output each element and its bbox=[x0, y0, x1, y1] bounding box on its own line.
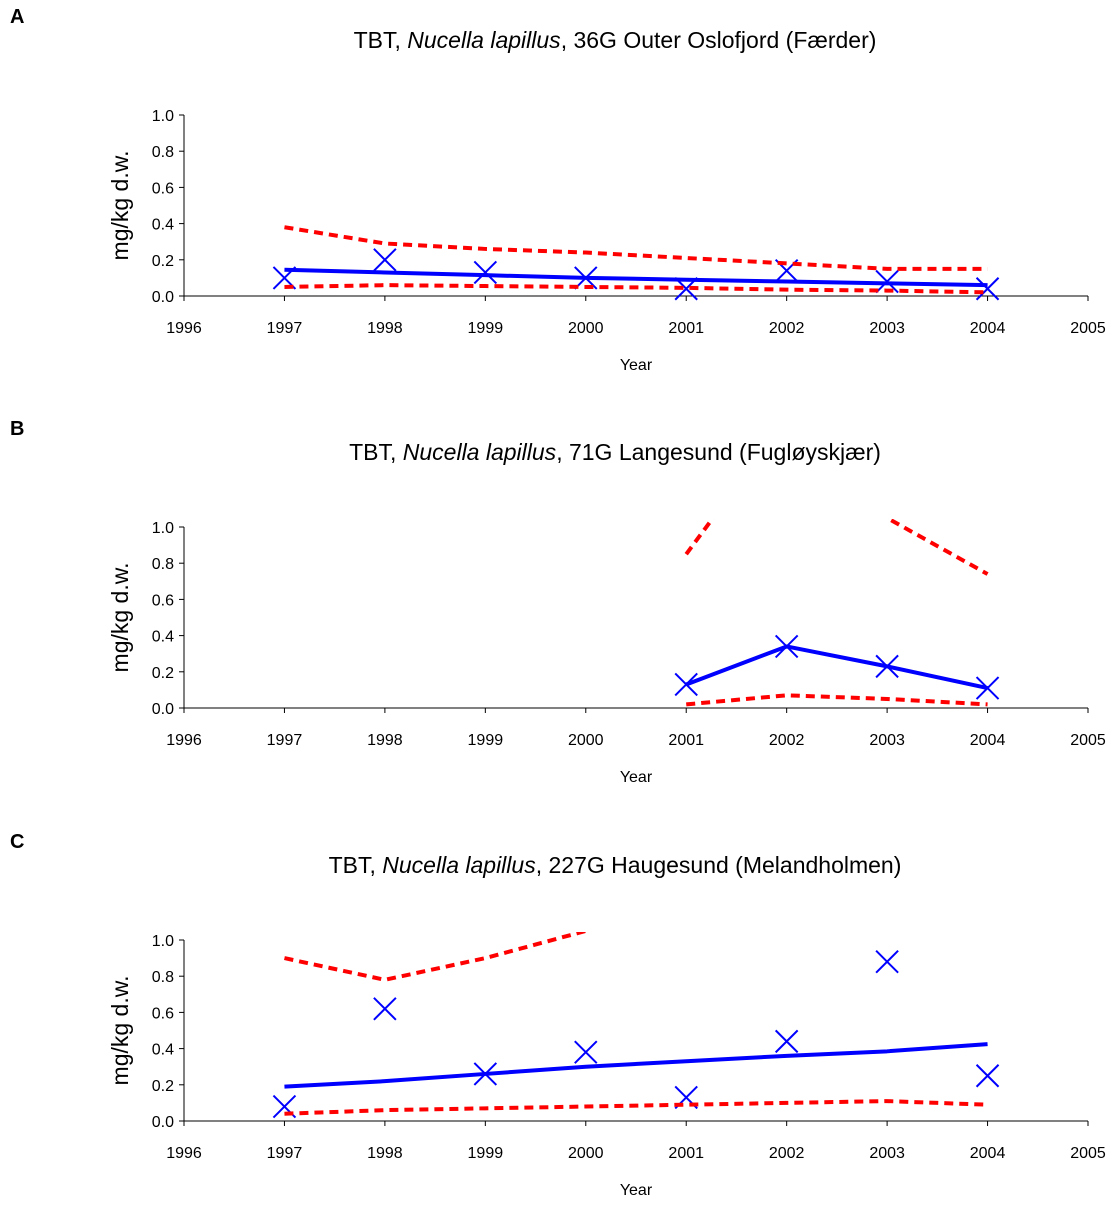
x-axis-label: Year bbox=[620, 769, 653, 786]
panel-label: B bbox=[10, 418, 25, 440]
x-tick-label: 2000 bbox=[568, 1145, 604, 1162]
panel-label: A bbox=[10, 6, 25, 28]
x-tick-label: 2002 bbox=[769, 1145, 805, 1162]
y-axis-label: mg/kg d.w. bbox=[107, 563, 133, 673]
y-tick-label: 0.2 bbox=[152, 1078, 174, 1095]
data-point-marker bbox=[975, 1064, 1000, 1088]
data-point-marker bbox=[875, 950, 899, 974]
y-tick-label: 0.4 bbox=[152, 1042, 174, 1059]
title-suffix: , 227G Haugesund (Melandholmen) bbox=[535, 852, 902, 878]
y-tick-label: 0.6 bbox=[152, 592, 174, 609]
x-tick-label: 2005 bbox=[1070, 1145, 1106, 1162]
plot-area: 0.0 0.2 0.4 0.6 0.8 1.0 1996 1997 1998 1999 2000 20… bbox=[107, 519, 1106, 786]
data-point-marker bbox=[975, 277, 1000, 301]
x-tick-label: 2001 bbox=[668, 1145, 704, 1162]
x-tick-label: 2002 bbox=[769, 732, 805, 749]
y-axis-label: mg/kg d.w. bbox=[107, 151, 133, 261]
title-prefix: TBT, bbox=[353, 27, 408, 53]
series-group bbox=[272, 932, 1000, 1119]
data-point-marker bbox=[975, 676, 1000, 700]
y-tick-label: 0.8 bbox=[152, 969, 174, 986]
title-prefix: TBT, bbox=[328, 852, 383, 878]
data-point-marker bbox=[473, 260, 498, 285]
chart-panel-a: A TBT, Nucella lapillus, 36G Outer Oslof… bbox=[0, 0, 1115, 400]
x-tick-label: 2000 bbox=[568, 732, 604, 749]
x-tick-label: 2005 bbox=[1070, 320, 1106, 337]
y-tick-label: 0.0 bbox=[152, 1114, 174, 1131]
x-tick-label: 1996 bbox=[166, 1145, 202, 1162]
title-species: Nucella lapillus bbox=[407, 27, 561, 53]
x-tick-label: 2004 bbox=[970, 1145, 1006, 1162]
y-tick-label: 1.0 bbox=[152, 520, 174, 537]
x-tick-label: 2001 bbox=[668, 732, 704, 749]
x-tick-label: 2004 bbox=[970, 320, 1006, 337]
y-tick-label: 0.0 bbox=[152, 289, 174, 306]
data-point-marker bbox=[373, 248, 397, 272]
x-tick-label: 1999 bbox=[468, 320, 504, 337]
x-tick-label: 2001 bbox=[668, 320, 704, 337]
title-species: Nucella lapillus bbox=[382, 852, 536, 878]
x-axis-label: Year bbox=[620, 1182, 653, 1199]
plot-area: 0.0 0.2 0.4 0.6 0.8 1.0 1996 1997 1998 1999 2000 20… bbox=[107, 932, 1106, 1199]
y-tick-label: 0.4 bbox=[152, 629, 174, 646]
y-tick-label: 0.4 bbox=[152, 217, 174, 234]
chart-panel-c: C TBT, Nucella lapillus, 227G Haugesund … bbox=[0, 825, 1115, 1225]
upper-confidence-line bbox=[284, 225, 988, 271]
trend-line bbox=[284, 267, 988, 288]
series-group bbox=[272, 225, 1000, 301]
y-tick-label: 0.2 bbox=[152, 665, 174, 682]
x-tick-label: 2002 bbox=[769, 320, 805, 337]
x-tick-label: 1997 bbox=[267, 1145, 303, 1162]
y-tick-label: 0.6 bbox=[152, 180, 174, 197]
x-tick-label: 1996 bbox=[166, 320, 202, 337]
y-tick-label: 0.6 bbox=[152, 1005, 174, 1022]
title-suffix: , 71G Langesund (Fugløyskjær) bbox=[556, 439, 881, 465]
trend-line bbox=[685, 644, 988, 691]
chart-title: TBT, Nucella lapillus, 227G Haugesund (M… bbox=[0, 852, 1115, 879]
x-tick-label: 2000 bbox=[568, 320, 604, 337]
y-tick-label: 0.2 bbox=[152, 253, 174, 270]
x-tick-label: 2005 bbox=[1070, 732, 1106, 749]
trend-line bbox=[284, 1042, 988, 1089]
y-tick-label: 0.0 bbox=[152, 701, 174, 718]
title-prefix: TBT, bbox=[349, 439, 403, 465]
chart-panel-b: B TBT, Nucella lapillus, 71G Langesund (… bbox=[0, 412, 1115, 812]
panel-label: C bbox=[10, 831, 25, 853]
y-tick-label: 1.0 bbox=[152, 108, 174, 125]
chart-title: TBT, Nucella lapillus, 71G Langesund (Fu… bbox=[0, 439, 1115, 466]
x-tick-label: 1997 bbox=[267, 732, 303, 749]
upper-confidence-line bbox=[284, 932, 589, 982]
title-suffix: , 36G Outer Oslofjord (Færder) bbox=[560, 27, 877, 53]
lower-confidence-line bbox=[284, 1099, 988, 1116]
data-point-marker bbox=[373, 997, 397, 1021]
x-tick-label: 2003 bbox=[869, 732, 905, 749]
y-tick-label: 0.8 bbox=[152, 556, 174, 573]
lower-confidence-line bbox=[686, 693, 988, 707]
data-point-marker bbox=[674, 672, 698, 697]
x-tick-label: 2004 bbox=[970, 732, 1006, 749]
chart-title: TBT, Nucella lapillus, 36G Outer Oslofjo… bbox=[0, 27, 1115, 54]
y-tick-label: 1.0 bbox=[152, 933, 174, 950]
title-species: Nucella lapillus bbox=[402, 439, 557, 465]
data-point-marker bbox=[574, 1040, 598, 1064]
x-tick-label: 1998 bbox=[367, 1145, 403, 1162]
x-tick-label: 1998 bbox=[367, 320, 403, 337]
x-tick-label: 1997 bbox=[267, 320, 303, 337]
y-axis-label: mg/kg d.w. bbox=[107, 976, 133, 1086]
x-tick-label: 2003 bbox=[869, 1145, 905, 1162]
x-axis-label: Year bbox=[620, 357, 653, 374]
plot-area: 0.0 0.2 0.4 0.6 0.8 1.0 1996 1997 1998 1999 2000 20… bbox=[107, 108, 1106, 374]
x-tick-label: 2003 bbox=[869, 320, 905, 337]
upper-confidence-line bbox=[684, 519, 989, 576]
series-group bbox=[674, 519, 1000, 707]
lower-confidence-line bbox=[284, 283, 988, 295]
x-tick-label: 1996 bbox=[166, 732, 202, 749]
data-point-marker bbox=[774, 1029, 799, 1054]
x-tick-label: 1999 bbox=[468, 1145, 504, 1162]
x-tick-label: 1999 bbox=[468, 732, 504, 749]
y-tick-label: 0.8 bbox=[152, 144, 174, 161]
x-tick-label: 1998 bbox=[367, 732, 403, 749]
